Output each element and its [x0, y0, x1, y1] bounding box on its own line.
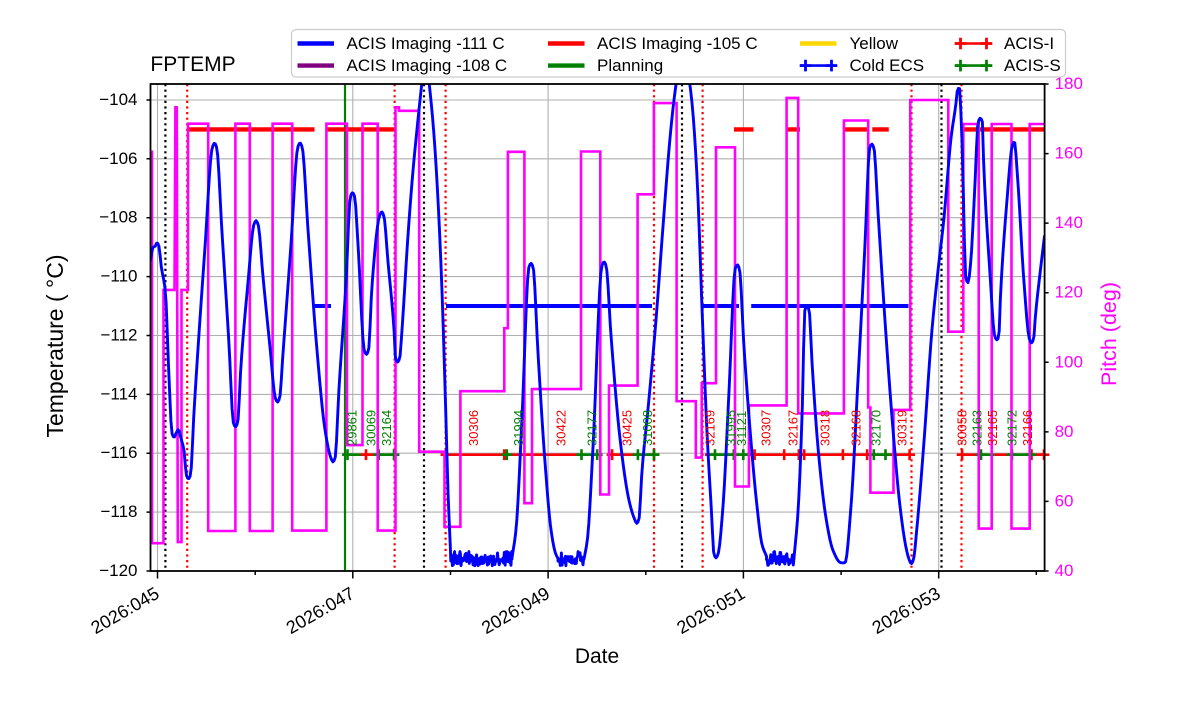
svg-text:32166: 32166 [1020, 410, 1035, 446]
svg-text:ACIS-S: ACIS-S [1004, 56, 1061, 75]
svg-text:30307: 30307 [758, 410, 773, 446]
svg-text:Cold ECS: Cold ECS [850, 56, 925, 75]
svg-text:30425: 30425 [619, 410, 634, 446]
svg-text:ACIS-I: ACIS-I [1004, 34, 1054, 53]
svg-text:30069: 30069 [364, 410, 379, 446]
svg-text:−108: −108 [99, 208, 137, 227]
svg-text:−110: −110 [100, 267, 137, 286]
svg-text:32163: 32163 [970, 410, 985, 446]
svg-text:31008: 31008 [640, 410, 655, 446]
svg-text:30319: 30319 [895, 410, 910, 446]
svg-text:Temperature ( °C): Temperature ( °C) [42, 254, 68, 437]
svg-text:30306: 30306 [466, 410, 481, 446]
svg-text:32168: 32168 [849, 410, 864, 446]
svg-text:30318: 30318 [817, 410, 832, 446]
svg-text:−120: −120 [99, 561, 137, 580]
svg-text:100: 100 [1055, 352, 1083, 371]
svg-text:32165: 32165 [985, 410, 1000, 446]
svg-text:−112: −112 [100, 326, 137, 345]
svg-text:160: 160 [1055, 144, 1083, 163]
svg-text:180: 180 [1055, 74, 1083, 93]
svg-text:140: 140 [1055, 213, 1083, 232]
svg-text:32172: 32172 [1005, 410, 1020, 446]
svg-text:−114: −114 [100, 384, 137, 403]
svg-text:60: 60 [1055, 491, 1074, 510]
svg-text:Yellow: Yellow [850, 34, 899, 53]
svg-text:ACIS Imaging -105 C: ACIS Imaging -105 C [597, 34, 758, 53]
svg-text:120: 120 [1055, 283, 1083, 302]
svg-text:Date: Date [575, 645, 619, 668]
svg-text:30058: 30058 [955, 410, 970, 446]
svg-text:32164: 32164 [379, 410, 394, 446]
svg-text:−104: −104 [99, 90, 137, 109]
svg-text:Planning: Planning [597, 56, 663, 75]
svg-text:30422: 30422 [553, 410, 568, 446]
svg-text:40: 40 [1055, 561, 1074, 580]
svg-text:32167: 32167 [786, 410, 801, 446]
svg-text:31994: 31994 [511, 410, 526, 446]
svg-text:−106: −106 [99, 149, 137, 168]
svg-text:31995: 31995 [724, 410, 739, 446]
svg-text:Pitch (deg): Pitch (deg) [1097, 282, 1121, 386]
svg-text:32169: 32169 [703, 410, 718, 446]
svg-text:80: 80 [1055, 422, 1074, 441]
svg-text:ACIS Imaging -108 C: ACIS Imaging -108 C [347, 56, 508, 75]
svg-text:FPTEMP: FPTEMP [150, 53, 235, 76]
svg-text:ACIS Imaging -111 C: ACIS Imaging -111 C [347, 34, 505, 53]
svg-text:29861: 29861 [344, 410, 359, 446]
svg-text:32177: 32177 [585, 410, 600, 446]
svg-text:31121: 31121 [734, 411, 749, 446]
svg-text:−118: −118 [100, 502, 137, 521]
svg-text:−116: −116 [100, 443, 137, 462]
svg-text:32170: 32170 [869, 410, 884, 446]
